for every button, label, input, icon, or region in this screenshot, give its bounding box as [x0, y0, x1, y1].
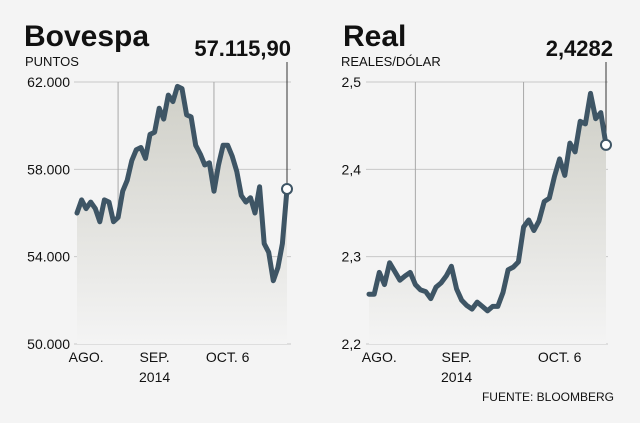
real-title: Real	[343, 20, 406, 53]
real-ytick-label: 2,5	[342, 74, 362, 90]
real-ytick-label: 2,3	[342, 249, 362, 265]
real-x-axis: AGO. SEP. 2014 OCT. 6	[362, 349, 582, 385]
real-line	[366, 90, 609, 314]
real-y-axis: 2,5 2,4 2,3 2,2	[342, 74, 362, 352]
bovespa-ytick-label: 54.000	[27, 249, 70, 265]
bovespa-area-fill	[77, 86, 287, 345]
real-xtick-label: SEP.	[442, 349, 472, 365]
real-last-value: 2,4282	[546, 36, 613, 61]
bovespa-x-axis: AGO. SEP. 2014 OCT. 6	[69, 349, 250, 385]
real-xtick-year-label: 2014	[441, 369, 472, 385]
bovespa-last-value: 57.115,90	[194, 36, 291, 61]
bovespa-ytick-label: 58.000	[27, 161, 70, 177]
real-last-point-marker	[600, 138, 612, 151]
source-note: FUENTE: BLOOMBERG	[482, 390, 614, 404]
bovespa-xtick-label: SEP.	[140, 349, 170, 365]
bovespa-line	[74, 83, 290, 284]
real-xtick-label: AGO.	[362, 349, 397, 365]
bovespa-ytick-label: 62.000	[27, 74, 70, 90]
bovespa-last-point-marker	[281, 182, 293, 195]
real-series-line	[366, 62, 612, 314]
bovespa-title: Bovespa	[24, 20, 149, 53]
bovespa-panel: Bovespa PUNTOS 57.115,90 62.000 58.000 54.…	[24, 20, 293, 385]
real-ytick-label: 2,2	[342, 336, 362, 352]
bovespa-xtick-label: AGO.	[69, 349, 104, 365]
real-panel: Real REALES/DÓLAR 2,4282 2,5 2,4 2,3 2,2 AG…	[341, 20, 613, 385]
real-area-fill	[369, 93, 606, 345]
real-ytick-label: 2,4	[342, 161, 362, 177]
bovespa-unit-label: PUNTOS	[25, 54, 79, 69]
bovespa-xtick-label: OCT. 6	[206, 349, 250, 365]
real-xtick-label: OCT. 6	[538, 349, 582, 365]
bovespa-ytick-label: 50.000	[27, 336, 70, 352]
bovespa-y-axis: 62.000 58.000 54.000 50.000	[27, 74, 70, 352]
bovespa-series-line	[74, 62, 293, 284]
bovespa-area	[77, 86, 287, 345]
real-unit-label: REALES/DÓLAR	[341, 54, 441, 69]
real-area	[369, 93, 606, 345]
bovespa-xtick-year-label: 2014	[139, 369, 170, 385]
